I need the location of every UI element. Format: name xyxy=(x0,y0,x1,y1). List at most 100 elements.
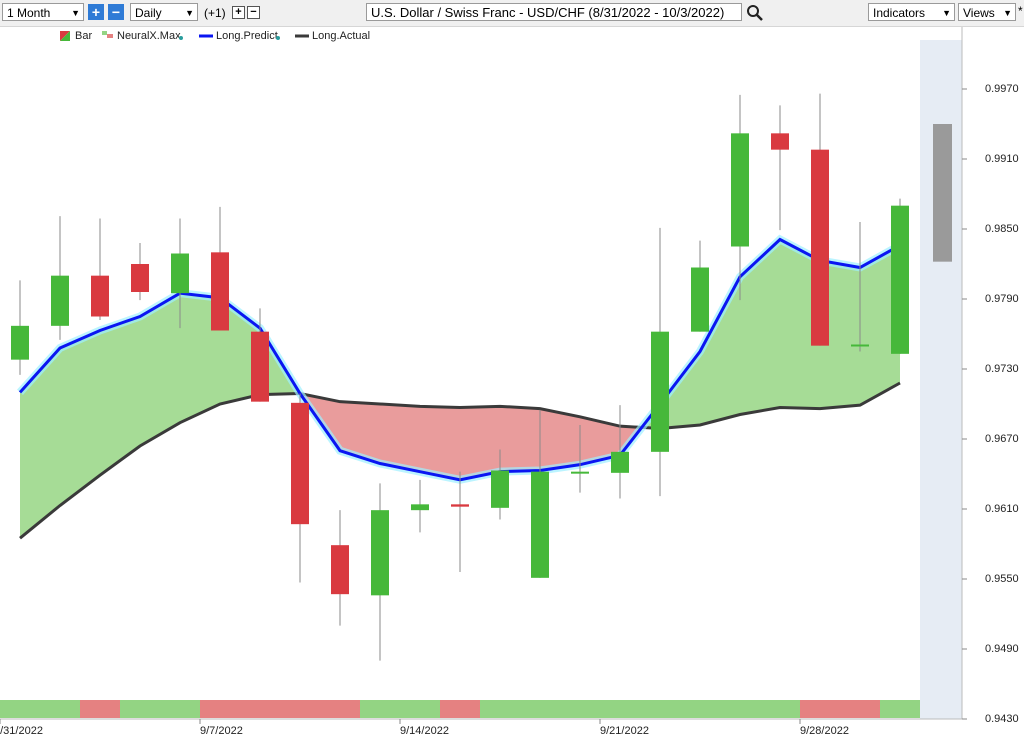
candle-body xyxy=(331,545,349,595)
signal-band xyxy=(800,700,840,718)
y-tick-label: 0.9730 xyxy=(985,363,1019,375)
legend-dot xyxy=(276,36,280,40)
legend-label: NeuralX.Max xyxy=(117,30,181,42)
actual-line xyxy=(19,381,901,540)
dropdown-arrow: ▼ xyxy=(71,8,80,18)
dropdown-arrow: ▼ xyxy=(942,8,951,18)
signal-band xyxy=(120,700,160,718)
signal-band xyxy=(480,700,520,718)
signal-band xyxy=(760,700,800,718)
candle-body xyxy=(451,504,469,507)
search-icon[interactable] xyxy=(745,0,765,26)
toolbar: 1 Month ▼ + − Daily ▼ (+1) + − U.S. Dollar… xyxy=(0,0,1024,27)
y-tick-label: 0.9910 xyxy=(985,153,1019,165)
zoom-out-button[interactable]: − xyxy=(108,4,124,20)
signal-band xyxy=(680,700,720,718)
search-circle xyxy=(747,5,759,17)
signal-band xyxy=(400,700,440,718)
candle-body xyxy=(531,471,549,578)
candle-body xyxy=(291,402,309,525)
fill-area xyxy=(860,245,900,406)
candle-body xyxy=(491,470,509,508)
search-handle xyxy=(756,14,763,21)
indicators-select[interactable]: Indicators ▼ xyxy=(868,3,955,21)
candle-body xyxy=(211,252,229,331)
offset-minus[interactable]: − xyxy=(247,6,260,19)
fill-area xyxy=(700,276,740,425)
dropdown-arrow: ▼ xyxy=(1003,8,1012,18)
candle-body xyxy=(91,275,109,317)
fill-area xyxy=(460,406,500,480)
x-tick-label: 8/31/2022 xyxy=(0,725,43,737)
offset-label: (+1) xyxy=(204,6,226,20)
candle-body xyxy=(651,331,669,452)
fill-area xyxy=(340,401,380,464)
signal-band xyxy=(320,700,360,718)
y-tick-label: 0.9850 xyxy=(985,223,1019,235)
fill-area xyxy=(740,239,780,415)
chart-title: U.S. Dollar / Swiss Franc - USD/CHF (8/3… xyxy=(371,5,725,20)
candle-body xyxy=(411,504,429,511)
views-label: Views xyxy=(963,6,995,20)
candle-body xyxy=(251,331,269,402)
y-tick-label: 0.9670 xyxy=(985,433,1019,445)
legend-label: Bar xyxy=(75,30,92,42)
fill-area xyxy=(580,416,620,465)
signal-band xyxy=(240,700,280,718)
modified-marker: * xyxy=(1018,4,1023,18)
indicators-label: Indicators xyxy=(873,6,926,20)
offset-plus[interactable]: + xyxy=(232,6,245,19)
candle-body xyxy=(851,344,869,347)
chart-title-box[interactable]: U.S. Dollar / Swiss Franc - USD/CHF (8/3… xyxy=(366,3,742,21)
period-select[interactable]: 1 Month ▼ xyxy=(2,3,84,21)
x-tick-label: 9/21/2022 xyxy=(600,725,649,737)
legend-label: Long.Predict xyxy=(216,30,278,42)
fill-area xyxy=(500,406,540,472)
y-tick-label: 0.9550 xyxy=(985,573,1019,585)
candle-body xyxy=(771,133,789,150)
fill-area xyxy=(180,293,220,423)
signal-band xyxy=(0,700,40,718)
views-select[interactable]: Views ▼ xyxy=(958,3,1016,21)
legend-icon xyxy=(107,34,113,38)
x-tick-label: 9/14/2022 xyxy=(400,725,449,737)
candle-body xyxy=(371,510,389,596)
signal-band xyxy=(160,700,200,718)
dropdown-arrow: ▼ xyxy=(185,8,194,18)
interval-select[interactable]: Daily ▼ xyxy=(130,3,198,21)
signal-band xyxy=(280,700,320,718)
signal-band xyxy=(720,700,760,718)
fill-area xyxy=(20,348,60,539)
x-tick-label: 9/7/2022 xyxy=(200,725,243,737)
range-bar xyxy=(933,124,952,262)
signal-band xyxy=(80,700,120,718)
y-tick-label: 0.9610 xyxy=(985,503,1019,515)
y-tick-label: 0.9790 xyxy=(985,293,1019,305)
fill-area xyxy=(100,316,140,476)
x-tick-label: 9/28/2022 xyxy=(800,725,849,737)
signal-band xyxy=(440,700,480,718)
candle-body xyxy=(731,133,749,247)
fill-area xyxy=(140,293,180,446)
legend-icon xyxy=(60,31,70,41)
candle-body xyxy=(131,264,149,292)
period-label: 1 Month xyxy=(7,6,51,20)
y-tick-label: 0.9430 xyxy=(985,713,1019,725)
signal-band xyxy=(40,700,80,718)
fill-area xyxy=(380,404,420,472)
fill-area xyxy=(420,406,460,480)
candle-body xyxy=(691,267,709,332)
fill-area xyxy=(820,260,860,409)
signal-band xyxy=(840,700,880,718)
signal-band xyxy=(520,700,560,718)
signal-band xyxy=(560,700,600,718)
candle-body xyxy=(611,451,629,473)
legend-dot xyxy=(179,36,183,40)
candle-body xyxy=(571,471,589,474)
zoom-in-button[interactable]: + xyxy=(88,4,104,20)
candle-body xyxy=(11,325,29,360)
candle-body xyxy=(811,149,829,346)
y-tick-label: 0.9490 xyxy=(985,643,1019,655)
